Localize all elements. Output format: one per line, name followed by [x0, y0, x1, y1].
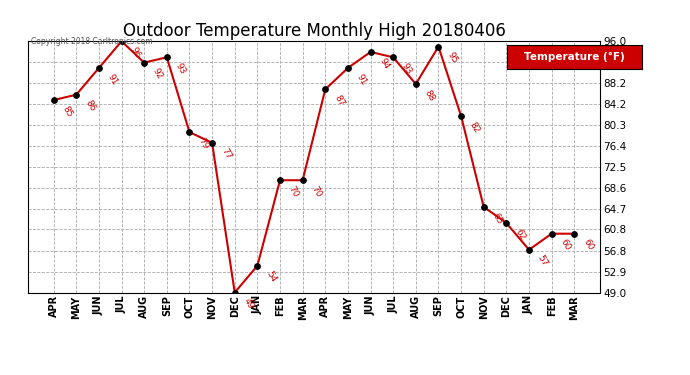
Point — [455, 113, 466, 119]
Text: 85: 85 — [61, 104, 74, 118]
Text: 86: 86 — [83, 99, 97, 113]
Point — [342, 65, 353, 71]
Text: 70: 70 — [310, 184, 323, 199]
Text: 60: 60 — [559, 238, 572, 252]
Point — [71, 92, 82, 98]
Title: Outdoor Temperature Monthly High 20180406: Outdoor Temperature Monthly High 2018040… — [123, 22, 505, 40]
Text: 60: 60 — [581, 238, 595, 252]
Text: 79: 79 — [197, 136, 210, 151]
Text: 88: 88 — [423, 88, 436, 103]
Point — [411, 81, 422, 87]
Point — [93, 65, 104, 71]
Point — [524, 247, 535, 253]
Text: 93: 93 — [400, 62, 414, 76]
Point — [388, 54, 399, 60]
Text: 94: 94 — [377, 56, 391, 70]
Text: 77: 77 — [219, 147, 233, 162]
Text: 96: 96 — [128, 45, 142, 60]
Text: 65: 65 — [491, 211, 504, 226]
Point — [478, 204, 489, 210]
Text: 54: 54 — [264, 270, 278, 284]
Point — [252, 263, 263, 269]
Text: 87: 87 — [332, 93, 346, 108]
Text: 82: 82 — [468, 120, 482, 135]
Text: 91: 91 — [106, 72, 119, 87]
Text: 91: 91 — [355, 72, 368, 87]
Text: Copyright 2018 Carltronics.com: Copyright 2018 Carltronics.com — [31, 38, 152, 46]
Point — [229, 290, 240, 296]
Point — [48, 97, 59, 103]
Text: 62: 62 — [513, 227, 526, 242]
Text: 92: 92 — [151, 67, 165, 81]
Point — [433, 44, 444, 50]
Point — [365, 49, 376, 55]
Point — [139, 60, 150, 66]
Text: 49: 49 — [241, 297, 255, 311]
Text: 57: 57 — [536, 254, 549, 268]
Point — [206, 140, 217, 146]
Point — [116, 38, 127, 44]
Point — [546, 231, 557, 237]
Point — [275, 177, 286, 183]
Text: 70: 70 — [287, 184, 300, 199]
Point — [319, 86, 331, 92]
Text: 95: 95 — [445, 51, 459, 65]
Point — [501, 220, 512, 226]
Point — [297, 177, 308, 183]
Text: 93: 93 — [174, 62, 187, 76]
Point — [184, 129, 195, 135]
Point — [569, 231, 580, 237]
Point — [161, 54, 172, 60]
Text: Temperature (°F): Temperature (°F) — [524, 52, 625, 62]
